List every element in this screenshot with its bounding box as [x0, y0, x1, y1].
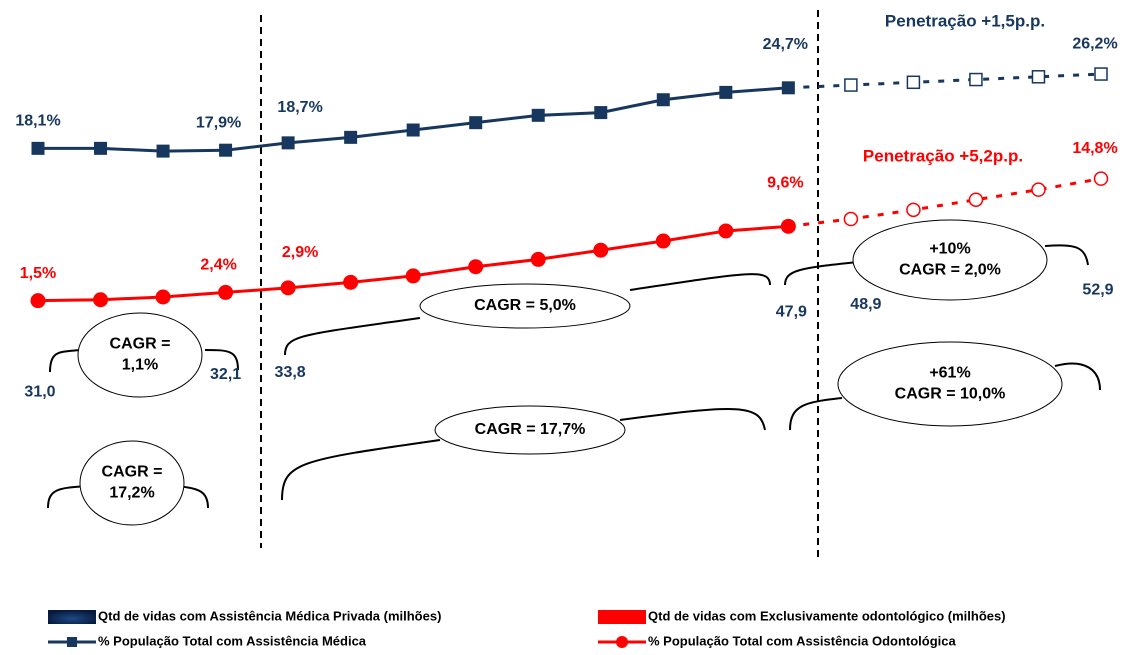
marker	[156, 144, 170, 158]
annotation: 1,1%	[122, 357, 158, 374]
marker	[343, 274, 359, 290]
annotation: +61%	[929, 365, 970, 382]
data-label: 18,7%	[277, 99, 322, 116]
marker	[844, 78, 858, 92]
marker	[281, 136, 295, 150]
marker	[594, 106, 608, 120]
marker	[344, 130, 358, 144]
legend-label: % População Total com Assistência Médica	[98, 633, 367, 648]
data-label: 32,1	[210, 366, 241, 383]
marker	[1031, 70, 1046, 84]
data-label: 24,7%	[763, 36, 808, 53]
data-label: 18,1%	[15, 113, 60, 130]
annotation: 17,2%	[109, 485, 154, 502]
marker	[906, 75, 921, 90]
marker	[969, 72, 983, 87]
marker	[30, 293, 46, 309]
data-label: 4,3	[212, 496, 234, 513]
legend-label: Qtd de vidas com Assistência Médica Priv…	[98, 608, 441, 623]
callout	[852, 219, 1048, 301]
line	[788, 72, 1102, 90]
marker	[719, 85, 733, 99]
annotation: CAGR = 5,0%	[474, 297, 576, 314]
marker	[468, 259, 484, 275]
marker	[469, 116, 483, 130]
marker	[94, 141, 108, 155]
data-label: 30,0	[1065, 393, 1096, 410]
annotation: CAGR = 17,7%	[475, 421, 586, 438]
marker	[906, 202, 921, 218]
marker	[93, 292, 109, 308]
marker	[1031, 182, 1046, 197]
annotation: CAGR = 2,0%	[899, 262, 1001, 279]
data-label: 33,8	[275, 364, 306, 381]
marker	[219, 143, 233, 157]
data-label: 47,9	[776, 303, 807, 320]
data-label: 1,5%	[20, 265, 56, 282]
line	[788, 177, 1102, 228]
data-label: 26,2%	[1072, 35, 1117, 52]
legend-swatch	[67, 637, 77, 647]
marker	[155, 289, 171, 305]
marker	[656, 93, 670, 107]
marker	[655, 233, 671, 249]
line	[38, 86, 789, 153]
data-label: 9,6%	[767, 175, 803, 192]
marker	[531, 108, 545, 122]
data-label: 2,6	[57, 510, 79, 527]
legend-label: Qtd de vidas com Exclusivamente odontoló…	[648, 608, 1006, 623]
marker	[780, 218, 796, 234]
legend-label: % População Total com Assistência Odonto…	[648, 633, 956, 648]
callout	[434, 405, 626, 455]
annotation: Penetração +5,2p.p.	[863, 146, 1023, 165]
marker	[593, 242, 609, 258]
callout	[79, 440, 185, 526]
marker	[31, 141, 45, 155]
data-label: 52,9	[1082, 282, 1113, 299]
marker	[218, 284, 234, 300]
annotation: Penetração +1,5p.p.	[885, 11, 1045, 30]
marker	[718, 223, 734, 239]
marker	[1094, 67, 1108, 81]
callout	[419, 283, 631, 329]
marker	[406, 123, 420, 137]
data-label: 14,8%	[1072, 140, 1117, 157]
data-label: 17,9%	[196, 114, 241, 131]
callout	[837, 341, 1063, 427]
data-label: 2,4%	[200, 257, 236, 274]
marker	[781, 81, 795, 95]
data-label: 18,6	[775, 442, 806, 459]
callout	[77, 312, 203, 398]
legend-swatch	[598, 610, 646, 624]
annotation: CAGR =	[110, 336, 171, 353]
data-label: 5,3	[281, 499, 303, 516]
marker	[1093, 171, 1109, 186]
marker	[405, 268, 421, 284]
data-label: 48,9	[850, 296, 881, 313]
braces	[47, 244, 1101, 509]
data-label: 2,9%	[282, 244, 318, 261]
line	[37, 224, 789, 303]
data-label: 20,5	[840, 432, 871, 449]
legend-swatch	[48, 610, 96, 624]
marker	[280, 280, 296, 296]
legend-swatch	[616, 636, 628, 648]
marker	[968, 192, 984, 207]
marker	[530, 251, 546, 267]
data-label: 31,0	[24, 384, 55, 401]
marker	[843, 211, 859, 227]
annotation: +10%	[929, 241, 970, 258]
annotation: CAGR =	[102, 464, 163, 481]
annotation: CAGR = 10,0%	[895, 386, 1006, 403]
